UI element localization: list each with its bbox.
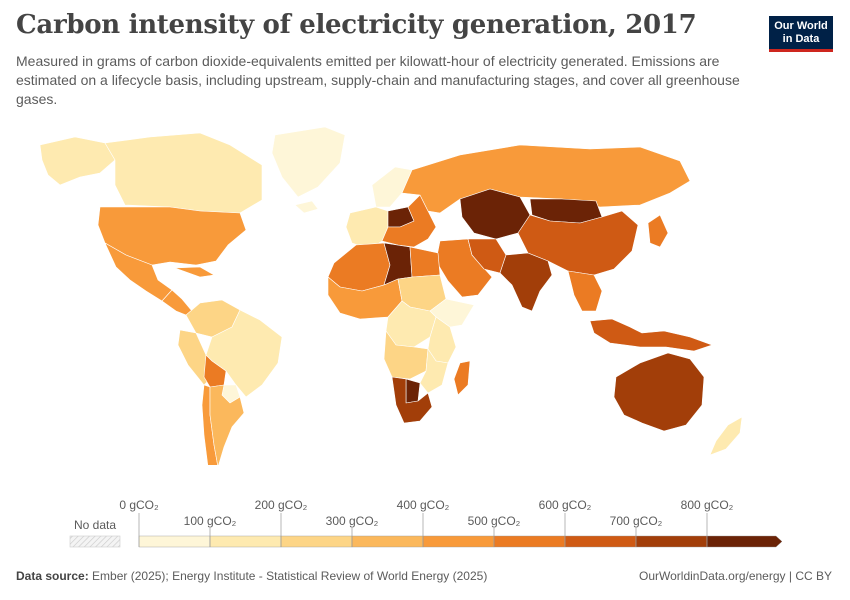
legend-bin-800[interactable]	[706, 535, 783, 548]
logo-line-1: Our World	[774, 20, 828, 32]
legend-tick-label: 300 gCO₂	[326, 514, 379, 528]
chart-subtitle: Measured in grams of carbon dioxide-equi…	[16, 53, 740, 107]
legend-bin-0[interactable]	[138, 535, 211, 548]
legend-bin-500[interactable]	[493, 535, 566, 548]
region-china[interactable]: China	[517, 210, 639, 276]
region-india[interactable]: India	[499, 252, 553, 312]
region-japan[interactable]: Japan	[647, 214, 669, 248]
region-argentina[interactable]: Argentina	[209, 384, 245, 465]
legend-bins: 0 gCO₂ 100 gCO₂ 200 gCO₂ 300 gCO₂ 400 gCO₂ 50…	[119, 498, 783, 548]
legend-tick-label: 800 gCO₂	[681, 498, 734, 512]
legend-bin-300[interactable]	[351, 535, 424, 548]
data-source-text: Ember (2025); Energy Institute - Statist…	[92, 569, 488, 583]
footer-credit[interactable]: OurWorldinData.org/energy | CC BY	[639, 569, 832, 583]
region-western-europe[interactable]: Western Europe	[345, 206, 389, 250]
legend-bin-100[interactable]	[209, 535, 282, 548]
world-map: Alaska Canada Greenland United States Me…	[39, 126, 743, 465]
legend-bin-600[interactable]	[564, 535, 637, 548]
legend-bin-200[interactable]	[280, 535, 353, 548]
legend-bin-400[interactable]	[422, 535, 495, 548]
owid-logo[interactable]: Our World in Data	[769, 16, 833, 52]
legend-tick-label: 700 gCO₂	[610, 514, 663, 528]
legend-tick-label: 400 gCO₂	[397, 498, 450, 512]
chart-title: Carbon intensity of electricity generati…	[16, 10, 697, 40]
region-greenland[interactable]: Greenland	[271, 126, 346, 198]
region-australia[interactable]: Australia	[613, 352, 705, 432]
region-new-zealand[interactable]: New Zealand	[709, 416, 743, 456]
region-south-africa[interactable]: South Africa	[391, 376, 433, 424]
color-legend: No data 0 gCO₂ 100 gCO₂ 200 gCO₂ 300 gCO₂ 40…	[69, 498, 783, 548]
logo-line-2: in Data	[782, 33, 820, 45]
region-egypt[interactable]: Egypt	[409, 246, 441, 278]
legend-no-data-swatch	[69, 535, 121, 548]
region-canada[interactable]: Canada	[104, 132, 263, 214]
legend-tick-label: 200 gCO₂	[255, 498, 308, 512]
region-madagascar[interactable]: Madagascar	[453, 360, 471, 396]
region-mozambique[interactable]: Mozambique	[419, 348, 449, 394]
region-russia[interactable]: Russia	[401, 144, 691, 214]
legend-tick-label: 100 gCO₂	[184, 514, 237, 528]
legend-tick-label: 0 gCO₂	[119, 498, 159, 512]
region-indonesia[interactable]: Indonesia	[589, 318, 713, 352]
region-southeast-asia[interactable]: Southeast Asia	[567, 270, 603, 312]
region-botswana[interactable]: Botswana	[405, 378, 421, 404]
data-source: Data source: Ember (2025); Energy Instit…	[16, 569, 487, 583]
legend-bin-700[interactable]	[635, 535, 708, 548]
data-source-label: Data source:	[16, 569, 89, 583]
region-iceland[interactable]: Iceland	[294, 200, 319, 214]
region-alaska[interactable]: Alaska	[39, 136, 116, 186]
legend-tick-label: 600 gCO₂	[539, 498, 592, 512]
legend-no-data-label: No data	[74, 518, 116, 532]
legend-tick-label: 500 gCO₂	[468, 514, 521, 528]
region-north-africa[interactable]: North Africa	[327, 242, 391, 292]
